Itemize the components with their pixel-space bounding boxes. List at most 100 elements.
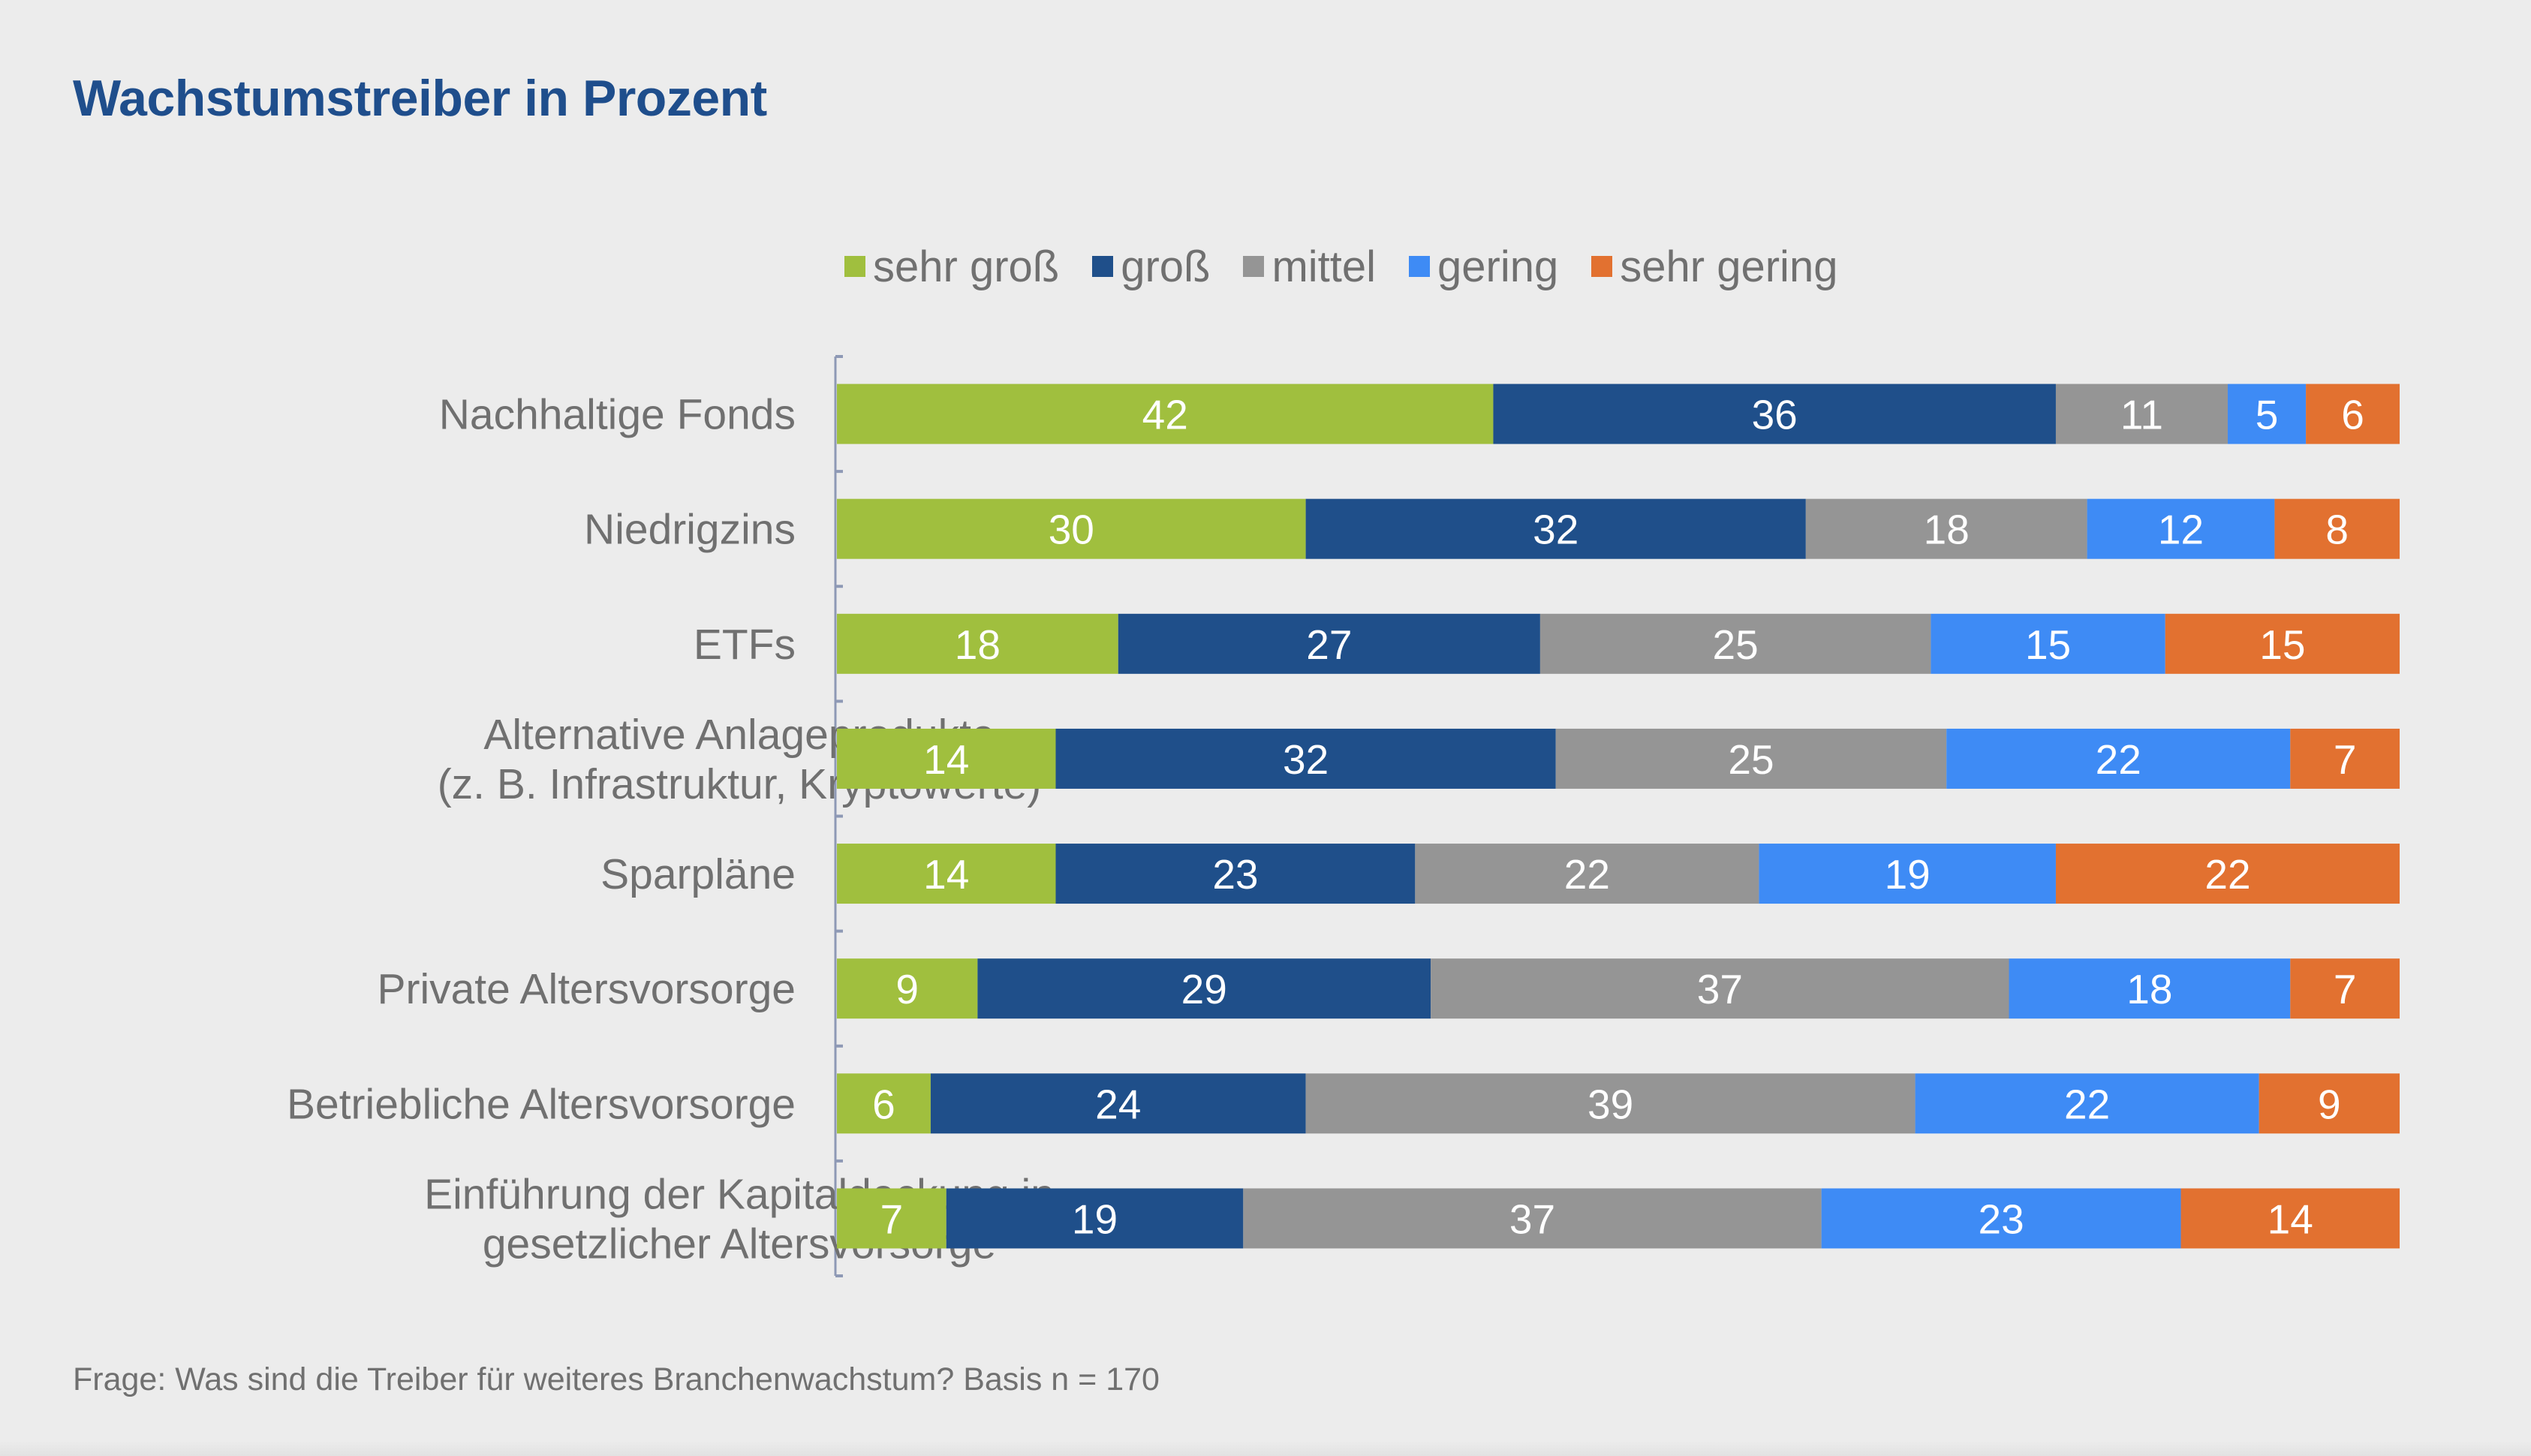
data-label: 18	[1924, 507, 1970, 553]
data-label: 14	[923, 736, 969, 783]
category-label: Nachhaltige Fonds	[439, 391, 796, 439]
chart-legend: sehr groß groß mittel gering sehr gering	[844, 239, 1837, 294]
bar-segment	[1431, 958, 2009, 1019]
bar-segment	[837, 728, 1056, 789]
bar-segment	[1759, 844, 2056, 904]
legend-swatch	[1591, 256, 1613, 277]
data-label: 18	[2126, 966, 2172, 1012]
bar-segment	[1055, 844, 1416, 904]
bar-segment	[2259, 1073, 2400, 1134]
data-label: 27	[1306, 621, 1352, 668]
bar-segment	[2274, 498, 2400, 559]
bar-segment	[930, 1073, 1306, 1134]
bar-segment	[1946, 728, 2291, 789]
data-label: 22	[2204, 851, 2250, 898]
bar-segment	[1539, 613, 1931, 674]
bar-segment	[837, 498, 1306, 559]
bar-segment	[1555, 728, 1947, 789]
bar-segment	[1821, 1188, 2181, 1249]
data-label: 32	[1533, 507, 1578, 553]
chart-footnote: Frage: Was sind die Treiber für weiteres…	[73, 1361, 1160, 1397]
data-label: 6	[872, 1081, 895, 1127]
data-label: 12	[2158, 507, 2204, 553]
data-label: 7	[2334, 736, 2357, 783]
bar-segment	[837, 384, 1494, 444]
data-label: 36	[1752, 392, 1798, 438]
bar-segment	[2055, 844, 2400, 904]
data-label: 37	[1697, 966, 1743, 1012]
data-label: 42	[1142, 392, 1188, 438]
legend-label: gering	[1437, 242, 1559, 291]
bar-segment	[1305, 1073, 1916, 1134]
bar-segment	[977, 958, 1431, 1019]
category-label: Private Altersvorsorge	[377, 965, 796, 1013]
data-label: 14	[923, 851, 969, 898]
data-label: 23	[1212, 851, 1258, 898]
data-label: 18	[955, 621, 1001, 668]
bar-segment	[2165, 613, 2400, 674]
bar-segment	[837, 844, 1056, 904]
bar-segment	[2290, 728, 2400, 789]
bar-segment	[1493, 384, 2056, 444]
bar-segment	[2306, 384, 2400, 444]
data-label: 19	[1885, 851, 1931, 898]
legend-item: sehr gering	[1591, 242, 1837, 292]
data-label: 19	[1072, 1196, 1118, 1242]
data-label: 23	[1978, 1196, 2024, 1242]
legend-swatch	[844, 256, 865, 277]
data-label: 24	[1095, 1081, 1141, 1127]
data-label: 22	[2096, 736, 2141, 783]
category-label: Betriebliche Altersvorsorge	[287, 1080, 796, 1128]
legend-label: groß	[1121, 242, 1211, 291]
bar-segment	[837, 1188, 946, 1249]
legend-label: mittel	[1272, 242, 1377, 291]
legend-label: sehr gering	[1620, 242, 1838, 291]
data-label: 5	[2256, 392, 2279, 438]
bar-segment	[1415, 844, 1759, 904]
data-label: 11	[2120, 392, 2163, 438]
data-label: 30	[1049, 507, 1094, 553]
data-label: 7	[880, 1196, 904, 1242]
data-label: 37	[1509, 1196, 1555, 1242]
legend-swatch	[1243, 256, 1265, 277]
bar-segment	[1243, 1188, 1822, 1249]
legend-item: mittel	[1243, 242, 1376, 292]
data-label: 29	[1181, 966, 1227, 1012]
bar-segment	[1915, 1073, 2259, 1134]
data-label: 15	[2025, 621, 2071, 668]
bar-segment	[1305, 498, 1806, 559]
data-label: 7	[2334, 966, 2357, 1012]
bar-segment	[2087, 498, 2275, 559]
bar-segment	[837, 958, 978, 1019]
bar-segment	[2290, 958, 2400, 1019]
data-label: 14	[2268, 1196, 2313, 1242]
bar-segment	[1118, 613, 1540, 674]
legend-item: sehr groß	[844, 242, 1059, 292]
category-label: Sparpläne	[600, 850, 796, 898]
data-label: 9	[2318, 1081, 2341, 1127]
data-label: 25	[1713, 621, 1759, 668]
bottom-shade	[0, 1441, 2531, 1456]
data-label: 9	[895, 966, 919, 1012]
bar-segment	[837, 1073, 931, 1134]
data-label: 25	[1728, 736, 1774, 783]
bar-segment	[2180, 1188, 2400, 1249]
data-label: 15	[2259, 621, 2305, 668]
data-label: 22	[2064, 1081, 2110, 1127]
legend-label: sehr groß	[873, 242, 1060, 291]
data-label: 8	[2325, 507, 2349, 553]
category-label: ETFs	[694, 621, 796, 669]
bar-segment	[2055, 384, 2228, 444]
data-label: 6	[2341, 392, 2364, 438]
bar-segment	[837, 613, 1118, 674]
bar-segment	[946, 1188, 1244, 1249]
legend-swatch	[1409, 256, 1431, 277]
category-label: Niedrigzins	[584, 506, 796, 554]
data-label: 32	[1283, 736, 1329, 783]
legend-item: gering	[1409, 242, 1558, 292]
legend-item: groß	[1092, 242, 1210, 292]
data-label: 22	[1564, 851, 1610, 898]
data-label: 39	[1588, 1081, 1633, 1127]
bar-segment	[1055, 728, 1556, 789]
